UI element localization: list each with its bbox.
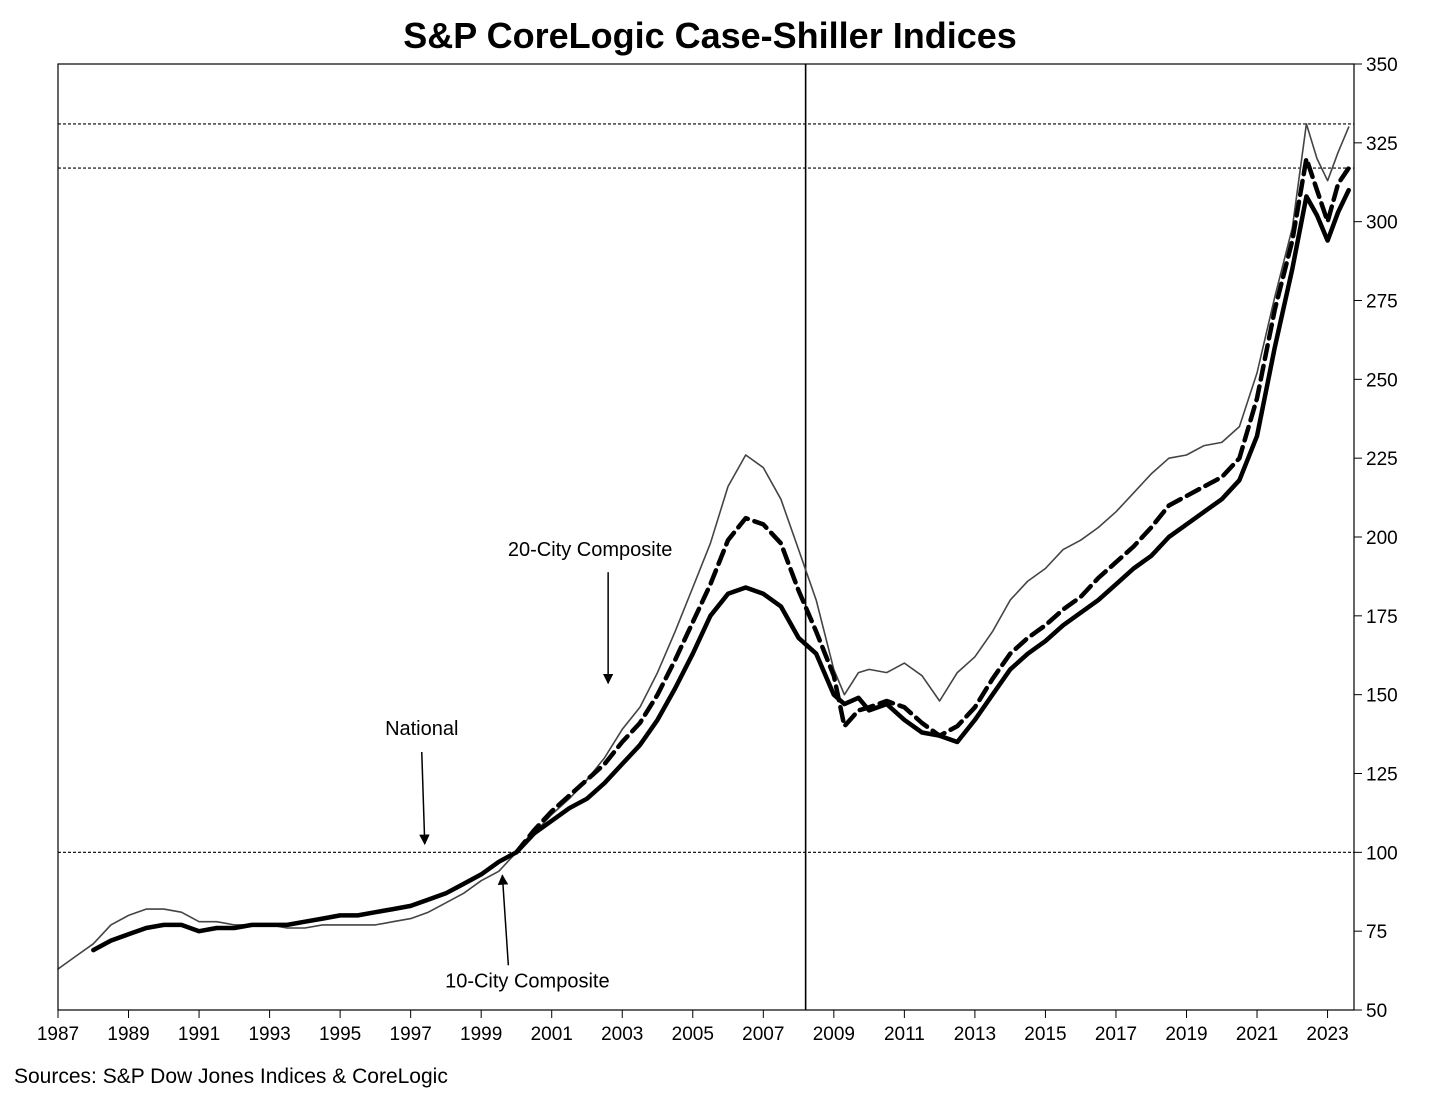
y-tick-label: 250 [1366,370,1398,391]
x-tick-label: 2013 [954,1024,996,1045]
x-tick-label: 1995 [319,1024,361,1045]
annotation-label-10-city: 10-City Composite [445,970,610,992]
annotation-label-national: National [385,718,458,740]
y-tick-label: 300 [1366,213,1398,234]
plot-frame [57,63,1355,1011]
y-tick-label: 325 [1366,134,1398,155]
x-tick-label: 1987 [37,1024,79,1045]
annotation-layer: 20-City Composite National 10-City Composi… [385,539,672,992]
x-tick-label: 2001 [531,1024,573,1045]
y-tick-label: 175 [1366,607,1398,628]
x-tick-label: 2007 [742,1024,784,1045]
series-line-national [57,123,1350,970]
x-tick-label: 1999 [460,1024,502,1045]
x-tick-label: 2015 [1024,1024,1066,1045]
reference-lines [58,64,1354,1010]
x-tick-label: 2019 [1165,1024,1207,1045]
series-layer [57,123,1351,970]
annotation-label-20-city: 20-City Composite [508,539,673,561]
x-tick-label: 2023 [1306,1024,1348,1045]
x-tick-label: 1991 [178,1024,220,1045]
x-tick-label: 1989 [107,1024,149,1045]
annotation-arrow-national [419,752,430,846]
y-axis: 50 75 100 125 150 175 200 225 250 275 300 325 350 [1354,55,1398,1022]
y-tick-label: 150 [1366,686,1398,707]
y-tick-label: 225 [1366,449,1398,470]
x-tick-label: 2011 [884,1024,925,1045]
x-tick-label: 2003 [601,1024,643,1045]
series-line-10-city-composite [91,187,1351,953]
x-tick-label: 1993 [248,1024,290,1045]
y-tick-label: 50 [1366,1001,1387,1022]
y-tick-label: 350 [1366,55,1398,76]
y-tick-label: 275 [1366,292,1398,313]
chart-source-note: Sources: S&P Dow Jones Indices & CoreLog… [14,1065,448,1088]
x-axis: 1987 1989 1991 1993 1995 1997 1999 2001 2003 2005… [37,1010,1349,1045]
y-tick-label: 75 [1366,922,1387,943]
annotation-arrow-10-city [497,874,510,966]
chart-title: S&P CoreLogic Case-Shiller Indices [403,15,1017,56]
x-tick-label: 2005 [672,1024,714,1045]
y-tick-label: 100 [1366,843,1398,864]
x-tick-label: 2009 [813,1024,855,1045]
x-tick-label: 2021 [1236,1024,1278,1045]
x-tick-label: 1997 [390,1024,432,1045]
y-tick-label: 200 [1366,528,1398,549]
x-tick-label: 2017 [1095,1024,1137,1045]
series-line-20-city-composite [514,156,1351,855]
y-tick-label: 125 [1366,765,1398,786]
